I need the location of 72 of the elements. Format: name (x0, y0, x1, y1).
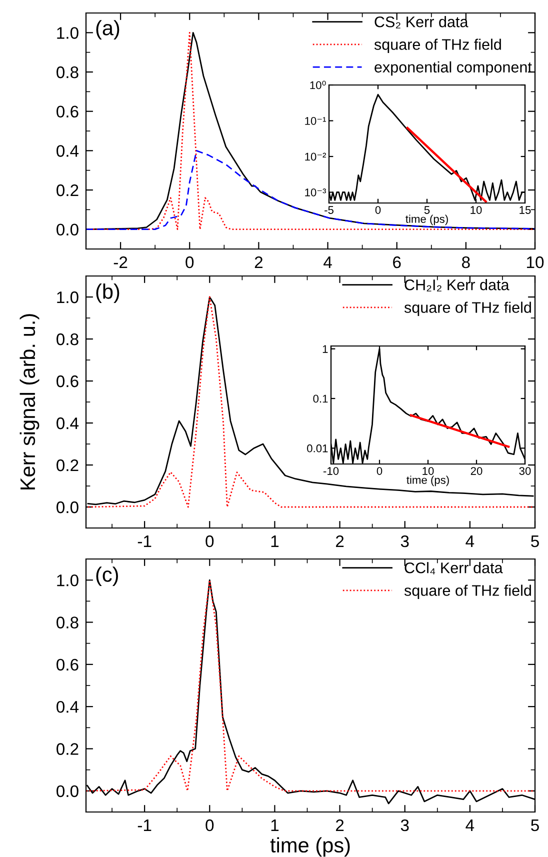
legend-label: exponential component (374, 61, 532, 76)
x-tick-label: 30 (519, 467, 531, 475)
x-tick-label: 10 (527, 256, 544, 268)
x-axis-title: time (ps) (406, 476, 449, 486)
y-tick-label: 0.8 (56, 333, 78, 346)
line-series (331, 348, 525, 464)
x-tick-label: -10 (323, 467, 339, 475)
y-tick-label: 1.0 (57, 291, 78, 304)
y-tick-label: 0.1 (313, 394, 328, 403)
y-tick-label: 0.4 (56, 145, 79, 157)
x-tick-label: 5 (531, 536, 539, 548)
annotation: (b) (96, 284, 120, 303)
x-tick-label: 2 (336, 535, 344, 548)
x-tick-label: 10 (422, 467, 434, 475)
legend-label: square of THz field (374, 38, 501, 53)
y-tick-label: 0.6 (56, 375, 78, 388)
line-series (86, 150, 535, 230)
x-tick-label: 0 (206, 819, 214, 832)
x-tick-label: 4 (466, 820, 474, 832)
y-tick-label: 0.01 (307, 444, 328, 452)
y-tick-label: 0.0 (56, 501, 78, 514)
y-tick-label: 0.4 (56, 700, 79, 713)
y-tick-label: 0.6 (56, 106, 78, 118)
y-tick-label: 0.4 (56, 417, 79, 430)
annotation: (a) (96, 20, 120, 40)
y-tick-label: 1 (322, 345, 328, 353)
x-tick-label: 8 (462, 256, 470, 268)
x-tick-label: 1 (271, 536, 279, 548)
y-tick-label: 10⁻² (305, 152, 326, 161)
legend-label: square of THz field (404, 302, 531, 316)
x-tick-label: 0 (376, 467, 382, 475)
y-tick-label: 0.2 (56, 743, 78, 755)
x-tick-label: 3 (400, 819, 409, 832)
x-tick-label: 0 (375, 206, 381, 214)
y-tick-label: 0.6 (56, 658, 78, 671)
x-tick-label: -1 (138, 820, 152, 832)
x-tick-label: 5 (424, 206, 430, 214)
x-tick-label: 20 (470, 467, 482, 475)
y-tick-label: 0.8 (56, 66, 78, 78)
y-tick-label: 0.2 (56, 184, 78, 196)
y-tick-label: 10⁰ (310, 80, 326, 90)
y-tick-label: 0.2 (56, 459, 78, 472)
y-axis-title: Kerr signal (arb. u.) (20, 314, 40, 490)
x-tick-label: 4 (324, 256, 332, 268)
y-tick-label: 0.0 (56, 785, 78, 798)
x-tick-label: 0 (186, 256, 194, 268)
legend-label: CS₂ Kerr data (374, 16, 468, 28)
y-tick-label: 1.0 (57, 27, 78, 39)
x-axis-title: time (ps) (270, 837, 350, 857)
x-tick-label: 2 (336, 819, 344, 832)
legend-label: square of THz field (404, 584, 531, 599)
annotation: (c) (96, 566, 118, 586)
x-tick-label: 3 (400, 535, 409, 548)
y-tick-label: 10⁻¹ (305, 117, 326, 125)
legend-label: CH₂I₂ Kerr data (404, 279, 510, 292)
x-tick-label: 6 (393, 256, 401, 268)
x-tick-label: 5 (531, 820, 539, 832)
y-tick-label: 0.0 (56, 224, 78, 236)
x-tick-label: 1 (271, 820, 279, 832)
x-tick-label: -5 (324, 206, 334, 214)
x-tick-label: 4 (466, 536, 474, 548)
x-tick-label: 10 (470, 206, 482, 214)
x-axis-title: time (ps) (406, 214, 448, 226)
x-tick-label: 15 (520, 206, 531, 214)
x-tick-label: -2 (114, 256, 128, 268)
x-tick-label: -1 (138, 536, 152, 548)
y-tick-label: 10⁻³ (305, 188, 326, 196)
y-tick-label: 0.8 (56, 616, 78, 628)
legend-label: CCl₄ Kerr data (404, 562, 503, 574)
x-tick-label: 0 (206, 535, 214, 548)
x-tick-label: 2 (254, 256, 262, 268)
y-tick-label: 1.0 (57, 574, 78, 586)
